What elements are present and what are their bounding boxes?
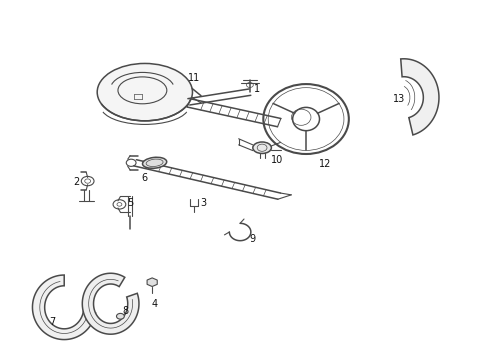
Polygon shape bbox=[401, 59, 439, 135]
Text: 1: 1 bbox=[254, 84, 260, 94]
Text: 9: 9 bbox=[249, 234, 255, 244]
Text: 13: 13 bbox=[393, 94, 405, 104]
Circle shape bbox=[117, 314, 124, 319]
Text: 12: 12 bbox=[319, 159, 332, 169]
Ellipse shape bbox=[143, 157, 167, 168]
Ellipse shape bbox=[97, 63, 193, 121]
Text: 2: 2 bbox=[74, 177, 79, 187]
Text: 8: 8 bbox=[122, 306, 128, 316]
Text: 4: 4 bbox=[151, 299, 158, 309]
Text: 6: 6 bbox=[142, 173, 148, 183]
Text: 11: 11 bbox=[188, 73, 200, 83]
Text: 10: 10 bbox=[270, 155, 283, 165]
Polygon shape bbox=[32, 275, 96, 339]
Text: 3: 3 bbox=[200, 198, 206, 208]
Text: 5: 5 bbox=[127, 198, 133, 208]
Text: 7: 7 bbox=[49, 317, 55, 327]
Polygon shape bbox=[82, 273, 139, 334]
Polygon shape bbox=[147, 278, 157, 287]
Ellipse shape bbox=[253, 142, 271, 153]
